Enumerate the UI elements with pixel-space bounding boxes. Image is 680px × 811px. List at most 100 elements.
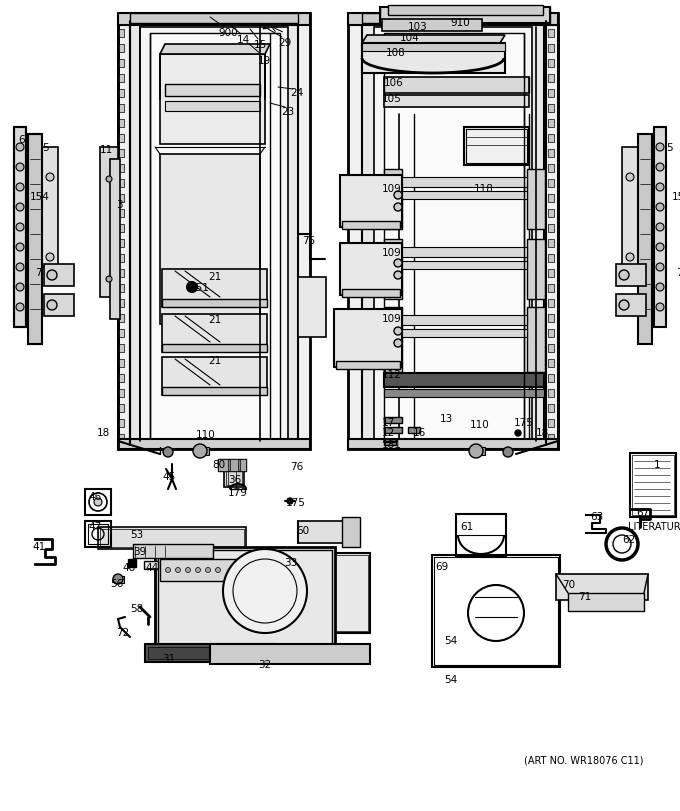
Text: 19: 19 (258, 56, 271, 66)
Bar (14, 128, 26, 328)
Bar (128, 560, 136, 568)
Bar (118, 14, 310, 26)
Bar (118, 255, 124, 263)
Bar (114, 577, 124, 583)
Text: 5: 5 (666, 143, 673, 152)
Text: 154: 154 (30, 191, 50, 202)
Text: 24: 24 (290, 88, 303, 98)
Bar (548, 225, 554, 233)
Bar (165, 85, 260, 97)
Bar (336, 362, 400, 370)
Text: 47: 47 (88, 521, 101, 531)
Bar (226, 471, 242, 486)
Text: 18: 18 (536, 427, 549, 437)
Bar (548, 30, 554, 38)
Text: 46: 46 (88, 491, 101, 501)
Bar (402, 191, 527, 200)
Bar (118, 195, 124, 203)
Bar (568, 594, 644, 611)
Circle shape (619, 271, 629, 281)
Bar (118, 60, 124, 68)
Bar (434, 557, 558, 665)
Bar (118, 14, 310, 449)
Text: 13: 13 (440, 414, 454, 423)
Text: 16: 16 (413, 427, 426, 437)
Bar (548, 435, 554, 443)
Text: 80: 80 (212, 460, 225, 470)
Bar (342, 221, 400, 230)
Bar (548, 375, 554, 383)
Bar (118, 105, 124, 113)
Bar (148, 647, 272, 659)
Bar (44, 294, 74, 316)
Circle shape (187, 283, 197, 293)
Bar (466, 130, 527, 164)
Text: 48: 48 (122, 562, 135, 573)
Text: 900: 900 (218, 28, 237, 38)
Circle shape (106, 277, 112, 283)
Bar (548, 60, 554, 68)
Bar (548, 359, 554, 367)
Circle shape (16, 184, 24, 191)
Circle shape (223, 549, 307, 633)
Text: 7: 7 (35, 268, 41, 277)
Bar (288, 553, 370, 633)
Bar (118, 285, 124, 293)
Bar (118, 435, 124, 443)
Bar (388, 6, 543, 16)
Bar (362, 44, 505, 52)
Circle shape (656, 243, 664, 251)
Bar (165, 102, 260, 112)
Text: 109: 109 (382, 184, 402, 194)
Bar (384, 96, 529, 108)
Circle shape (16, 284, 24, 292)
Bar (362, 14, 544, 24)
Circle shape (165, 568, 171, 573)
Text: 61: 61 (460, 521, 473, 531)
Text: 104: 104 (400, 33, 420, 43)
Bar (210, 644, 370, 664)
Text: 53: 53 (130, 530, 143, 539)
Bar (162, 358, 267, 396)
Circle shape (16, 264, 24, 272)
Text: 118: 118 (474, 184, 494, 194)
Circle shape (47, 301, 57, 311)
Bar (654, 128, 666, 328)
Bar (548, 165, 554, 173)
Text: 7: 7 (676, 268, 680, 277)
Text: 151: 151 (190, 283, 210, 293)
Bar (632, 456, 674, 515)
Text: 44: 44 (145, 562, 158, 573)
Bar (374, 28, 532, 444)
Bar (527, 307, 545, 372)
Circle shape (16, 303, 24, 311)
Bar (548, 45, 554, 53)
Text: 32: 32 (258, 659, 271, 669)
Bar (155, 547, 335, 657)
Text: 109: 109 (382, 314, 402, 324)
Text: 154: 154 (672, 191, 680, 202)
Circle shape (205, 568, 211, 573)
Bar (144, 561, 158, 569)
Bar (118, 389, 124, 397)
Text: 108: 108 (386, 48, 406, 58)
Bar (548, 90, 554, 98)
Circle shape (106, 177, 112, 182)
Bar (160, 55, 265, 145)
Bar (28, 135, 42, 345)
Text: 110: 110 (470, 419, 490, 430)
Bar (118, 419, 124, 427)
Bar (384, 34, 524, 441)
Bar (638, 135, 652, 345)
Bar (118, 359, 124, 367)
Bar (622, 148, 638, 268)
Bar (548, 285, 554, 293)
Text: 56: 56 (110, 578, 123, 588)
Bar (118, 30, 124, 38)
Bar (548, 75, 554, 83)
Circle shape (94, 499, 102, 506)
Bar (298, 521, 360, 543)
Text: 21: 21 (208, 355, 221, 366)
Bar (548, 329, 554, 337)
Bar (118, 405, 124, 413)
